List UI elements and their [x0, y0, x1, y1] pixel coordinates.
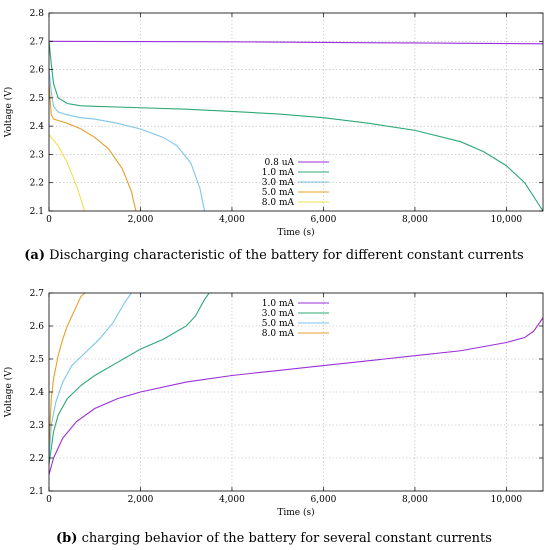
- chart1-legend-label-1: 0.8 uA: [265, 158, 295, 168]
- chart1-series-5-line: [49, 134, 86, 211]
- chart2-series-2-line: [49, 293, 210, 465]
- chart2-ytick-label-3: 2.4: [30, 388, 45, 398]
- discharging-chart: 0 2,000 4,000 6,000 8,000 10,000 2.1 2.2 2.3 2.4 2…: [3, 9, 544, 238]
- chart1-ytick-label-6: 2.7: [30, 37, 45, 47]
- chart1-legend-label-2: 1.0 mA: [262, 168, 295, 178]
- chart1-ytick-label-4: 2.5: [30, 94, 45, 104]
- chart1-xtick-label-0: 0: [46, 215, 52, 225]
- chart2-x-axis-label: Time (s): [277, 507, 314, 518]
- chart1-xtick-label-1: 2,000: [128, 215, 154, 225]
- chart2-legend-label-4: 8.0 mA: [262, 329, 295, 339]
- caption-discharging: (a) Discharging characteristic of the ba…: [0, 248, 548, 263]
- chart1-plot-frame: [48, 12, 544, 212]
- chart1-y-axis-label: Voltage (V): [3, 87, 14, 138]
- chart1-series-2-line: [49, 41, 543, 211]
- caption-b-text: charging behavior of the battery for sev…: [77, 531, 492, 546]
- chart1-x-axis-label: Time (s): [277, 227, 314, 238]
- chart2-series-4-line: [49, 293, 86, 445]
- chart1-ytick-label-1: 2.2: [30, 179, 44, 189]
- chart1-xtick-label-2: 4,000: [219, 215, 245, 225]
- chart2-xtick-label-4: 8,000: [402, 495, 428, 505]
- chart2-xtick-label-3: 6,000: [311, 495, 337, 505]
- chart1-ytick-label-3: 2.4: [30, 122, 45, 132]
- chart2-ytick-label-0: 2.1: [30, 487, 44, 497]
- chart2-series-3-line: [49, 293, 132, 459]
- chart1-ytick-label-2: 2.3: [30, 150, 45, 160]
- charging-chart: 0 2,000 4,000 6,000 8,000 10,000 2.1 2.2 2.3 2.4 2…: [3, 289, 544, 518]
- chart2-ytick-label-6: 2.7: [30, 289, 45, 299]
- chart1-legend-label-5: 8.0 mA: [262, 198, 295, 208]
- caption-b-letter: (b): [56, 531, 78, 546]
- chart1-xtick-label-5: 10,000: [491, 215, 523, 225]
- chart2-legend-label-2: 3.0 mA: [262, 309, 295, 319]
- chart2-ytick-label-5: 2.6: [30, 322, 45, 332]
- chart2-y-axis-label: Voltage (V): [3, 367, 14, 418]
- chart2-xtick-label-2: 4,000: [219, 495, 245, 505]
- chart2-series-1-line: [49, 317, 543, 475]
- chart2-xtick-label-1: 2,000: [128, 495, 154, 505]
- caption-a-text: Discharging characteristic of the batter…: [44, 248, 524, 263]
- chart1-series-3-line: [49, 69, 206, 211]
- chart2-xtick-label-5: 10,000: [491, 495, 523, 505]
- chart1-legend-label-4: 5.0 mA: [262, 188, 295, 198]
- chart1-ytick-label-0: 2.1: [30, 207, 44, 217]
- chart2-ytick-label-2: 2.3: [30, 421, 45, 431]
- chart2-legend-label-1: 1.0 mA: [262, 299, 295, 309]
- chart1-legend-label-3: 3.0 mA: [262, 178, 295, 188]
- chart1-ytick-label-7: 2.8: [30, 9, 45, 19]
- chart1-xtick-label-3: 6,000: [311, 215, 337, 225]
- chart1-ytick-label-5: 2.6: [30, 66, 45, 76]
- caption-charging: (b) charging behavior of the battery for…: [0, 531, 548, 546]
- chart2-legend-label-3: 5.0 mA: [262, 319, 295, 329]
- chart2-ytick-label-4: 2.5: [30, 355, 45, 365]
- chart2-xtick-label-0: 0: [46, 495, 52, 505]
- chart1-series-1-line: [49, 40, 543, 45]
- chart1-xtick-label-4: 8,000: [402, 215, 428, 225]
- chart1-series-4-line: [49, 83, 137, 211]
- caption-a-letter: (a): [24, 248, 45, 263]
- chart2-ytick-label-1: 2.2: [30, 454, 44, 464]
